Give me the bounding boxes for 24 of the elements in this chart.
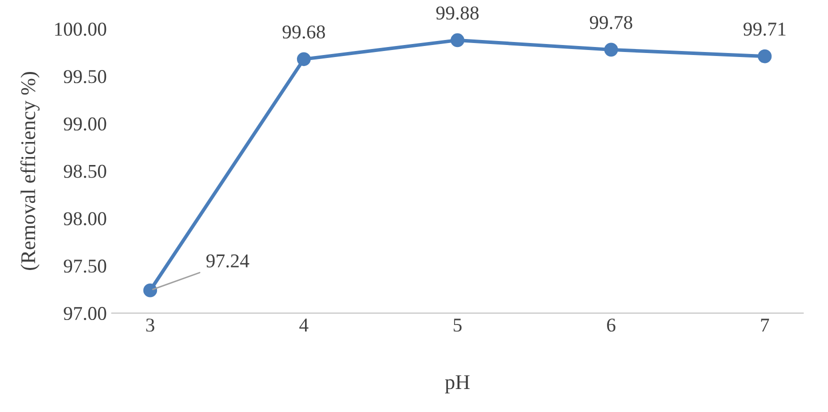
x-tick-label: 3 <box>146 318 154 332</box>
y-axis-title: (Removal efficiency %) <box>20 72 40 270</box>
point <box>296 52 311 66</box>
data-label: 99.78 <box>590 16 632 30</box>
x-tick-label: 6 <box>607 318 616 332</box>
y-tick-label: 100.00 <box>55 22 106 36</box>
point <box>450 33 464 48</box>
y-tick-label: 98.00 <box>64 212 106 226</box>
x-tick-label: 4 <box>299 318 308 332</box>
point <box>604 42 618 57</box>
point <box>758 49 772 64</box>
y-tick-label: 99.00 <box>64 117 106 131</box>
y-tick-label: 99.50 <box>64 70 106 84</box>
x-axis-title: pH <box>445 375 470 394</box>
point <box>143 283 158 298</box>
x-tick-label: 7 <box>761 318 770 332</box>
y-tick-label: 98.50 <box>64 164 106 178</box>
data-label: 99.71 <box>744 22 786 36</box>
y-tick-label: 97.50 <box>64 260 106 273</box>
data-label: 99.68 <box>282 25 325 39</box>
data-label: 99.88 <box>436 6 479 20</box>
x-tick-label: 5 <box>454 318 462 332</box>
data-label: 97.24 <box>206 254 250 268</box>
y-tick-label: 97.00 <box>64 306 106 320</box>
